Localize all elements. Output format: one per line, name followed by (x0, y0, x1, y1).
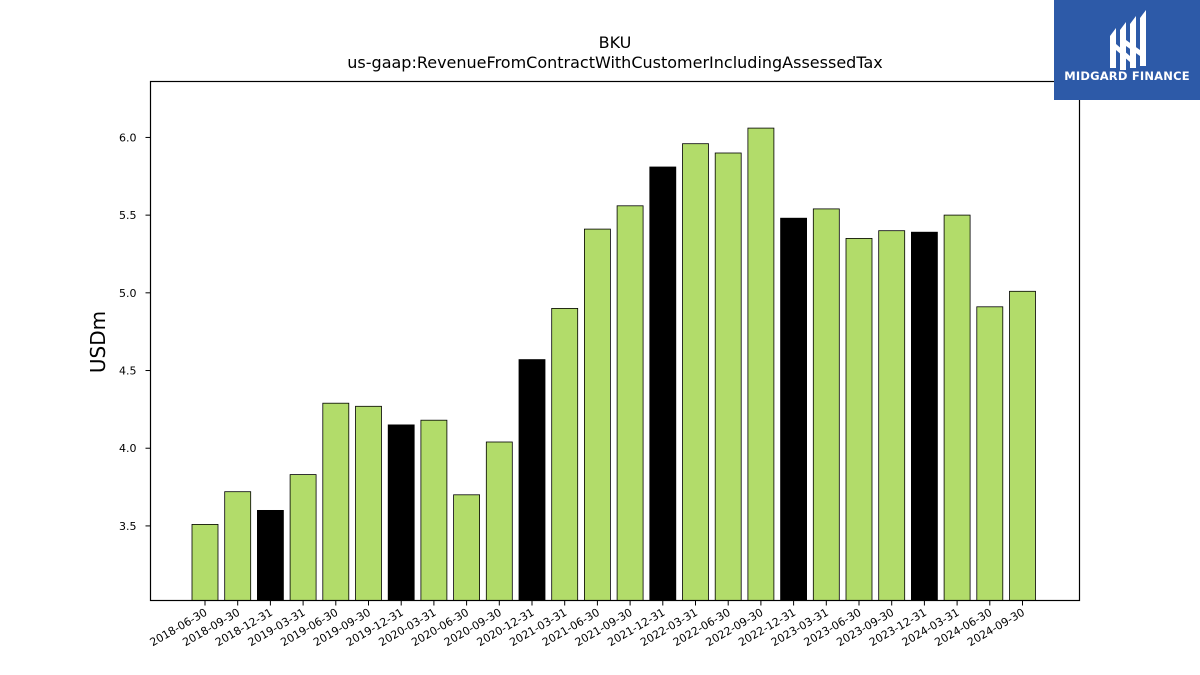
chart-subtitle: us-gaap:RevenueFromContractWithCustomerI… (347, 53, 882, 72)
bar-2022-03-31 (682, 143, 709, 601)
bar-2020-03-31 (420, 419, 448, 601)
bar-2024-06-30 (976, 306, 1004, 601)
bar-2019-09-30 (355, 405, 382, 601)
bar-2021-03-31 (551, 307, 579, 601)
bar-2023-03-31 (812, 208, 840, 601)
x-ticks-group: 2018-06-302018-09-302018-12-312019-03-31… (148, 600, 1027, 649)
bar-2018-09-30 (224, 491, 252, 601)
bar-2022-09-30 (747, 127, 775, 601)
bar-2019-03-31 (289, 474, 317, 601)
bar-2020-06-30 (453, 494, 481, 601)
bar-2023-12-31 (911, 231, 938, 601)
bar-2021-12-31 (649, 166, 677, 601)
bar-2023-06-30 (845, 237, 873, 601)
y-axis-label: USDm (86, 311, 110, 373)
y-tick-label: 5.0 (119, 287, 137, 300)
y-tick-label: 4.5 (119, 365, 137, 378)
y-tick-label: 5.5 (119, 209, 137, 222)
bar-2022-06-30 (714, 152, 742, 601)
bar-2018-06-30 (191, 524, 219, 601)
chart-title: BKU (599, 33, 632, 52)
logo-text: MIDGARD FINANCE (1064, 69, 1190, 83)
y-tick-label: 4.0 (119, 442, 137, 455)
bars-group (191, 127, 1036, 601)
bar-2022-12-31 (780, 217, 807, 601)
logo: MIDGARD FINANCE (1054, 0, 1200, 100)
plot-frame (149, 80, 1081, 602)
bar-2020-09-30 (485, 441, 513, 601)
bar-2018-12-31 (256, 509, 284, 601)
bar-2024-03-31 (943, 214, 971, 601)
midgard-m-icon (1054, 0, 1200, 100)
y-tick-label: 3.5 (119, 520, 137, 533)
bar-2019-06-30 (322, 402, 350, 601)
y-ticks-group: 3.5 4.0 4.5 5.0 5.5 6.0 (119, 131, 151, 533)
bar-2021-06-30 (584, 228, 611, 601)
bar-2021-09-30 (616, 205, 644, 601)
bar-2020-12-31 (518, 359, 546, 601)
y-tick-label: 6.0 (119, 131, 137, 144)
bar-2023-09-30 (878, 230, 906, 601)
bar-2024-09-30 (1009, 290, 1036, 601)
bar-2019-12-31 (387, 424, 415, 601)
